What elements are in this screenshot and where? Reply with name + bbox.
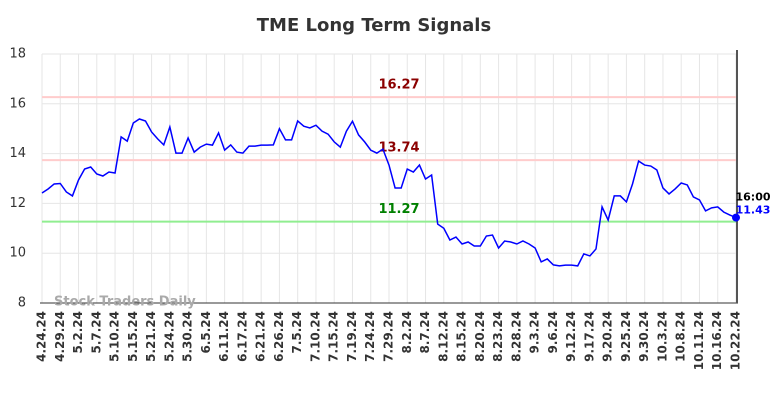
x-tick-label: 9.17.24 [582, 311, 596, 362]
x-tick-label: 5.10.24 [108, 311, 122, 362]
y-tick-label: 8 [18, 296, 26, 311]
x-tick-label: 7.10.24 [308, 311, 322, 362]
x-tick-label: 8.20.24 [473, 311, 487, 362]
x-tick-label: 6.26.24 [272, 311, 286, 362]
x-tick-label: 10.11.24 [692, 311, 706, 370]
x-tick-label: 10.22.24 [729, 311, 743, 370]
x-tick-label: 8.7.24 [418, 311, 432, 354]
price-line [41, 118, 737, 267]
x-tick-label: 7.24.24 [363, 311, 377, 362]
x-tick-label: 7.19.24 [345, 311, 359, 362]
x-tick-label: 6.5.24 [199, 311, 213, 354]
level-label: 11.27 [378, 202, 419, 217]
x-tick-label: 5.21.24 [144, 311, 158, 362]
x-tick-label: 9.12.24 [564, 311, 578, 362]
x-tick-label: 10.3.24 [655, 311, 669, 362]
x-tick-label: 6.11.24 [217, 311, 231, 362]
x-tick-label: 8.15.24 [455, 311, 469, 362]
x-tick-label: 6.21.24 [254, 311, 268, 362]
last-time: 16:00 [735, 191, 770, 204]
x-tick-label: 7.5.24 [290, 311, 304, 354]
last-point [732, 213, 740, 222]
x-tick-label: 10.8.24 [674, 311, 688, 362]
x-tick-label: 8.28.24 [509, 311, 523, 362]
x-tick-label: 8.12.24 [436, 311, 450, 362]
x-tick-label: 9.20.24 [601, 311, 615, 362]
x-tick-label: 5.15.24 [126, 311, 140, 362]
y-tick-label: 12 [9, 196, 26, 211]
x-tick-label: 9.6.24 [546, 311, 560, 354]
watermark: Stock Traders Daily [54, 295, 196, 310]
x-tick-label: 5.24.24 [162, 311, 176, 362]
x-tick-label: 9.30.24 [637, 311, 651, 362]
level-label: 16.27 [378, 78, 419, 93]
x-tick-label: 4.29.24 [53, 311, 67, 362]
x-tick-label: 5.2.24 [71, 311, 85, 354]
level-label: 13.74 [378, 141, 419, 156]
x-tick-label: 10.16.24 [710, 311, 724, 370]
x-tick-label: 5.7.24 [89, 311, 103, 354]
x-tick-label: 6.17.24 [235, 311, 249, 362]
x-tick-label: 8.23.24 [491, 311, 505, 362]
y-tick-label: 18 [9, 47, 26, 62]
x-tick-label: 9.25.24 [619, 311, 633, 362]
last-value: 11.43 [736, 204, 771, 217]
chart-title: TME Long Term Signals [257, 15, 491, 36]
y-tick-label: 14 [9, 146, 26, 161]
x-tick-label: 7.29.24 [382, 311, 396, 362]
x-tick-label: 4.24.24 [35, 311, 49, 362]
y-tick-label: 10 [9, 246, 26, 261]
x-tick-label: 5.30.24 [181, 311, 195, 362]
x-tick-label: 7.15.24 [327, 311, 341, 362]
x-tick-label: 8.2.24 [400, 311, 414, 354]
y-tick-label: 16 [9, 96, 26, 111]
x-tick-label: 9.3.24 [528, 311, 542, 354]
